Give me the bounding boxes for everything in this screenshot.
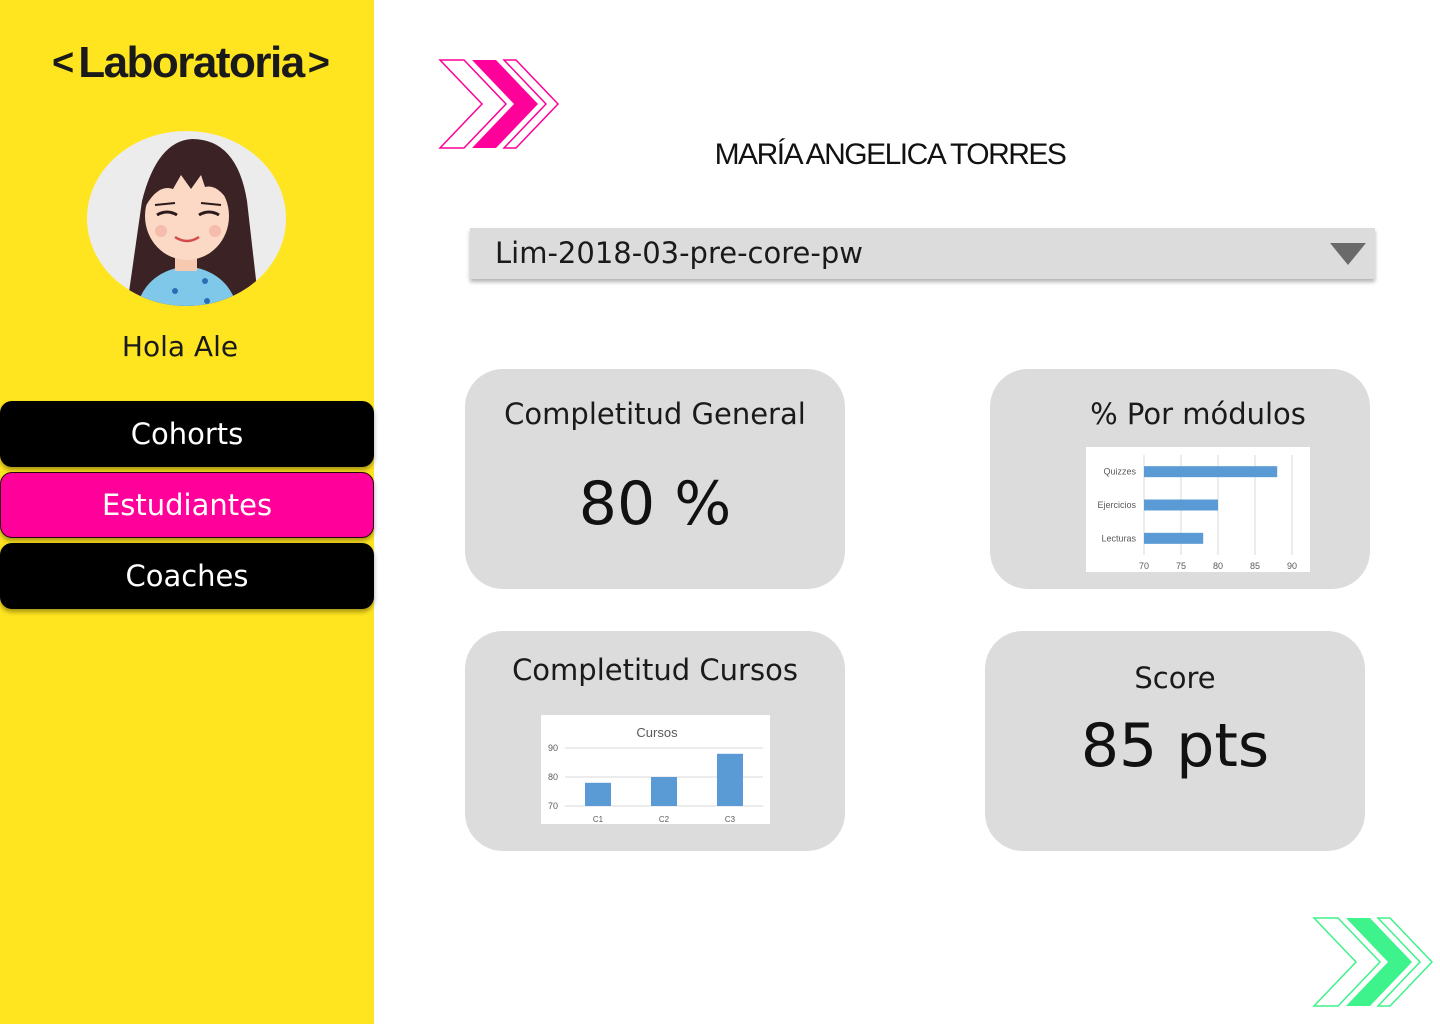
bar — [585, 782, 611, 806]
x-tick-label: 70 — [1139, 561, 1149, 571]
bar — [717, 753, 743, 806]
bar — [1144, 532, 1204, 544]
triangle-down-icon[interactable] — [1329, 242, 1367, 270]
nav-coaches-button[interactable]: Coaches — [0, 543, 374, 609]
nav-estudiantes-label: Estudiantes — [101, 488, 273, 522]
x-tick-label: 80 — [1213, 561, 1223, 571]
avatar-illustration — [127, 139, 259, 306]
logo-bracket-left: < — [52, 41, 75, 84]
student-name: MARÍA ANGELICA TORRES — [714, 138, 1067, 171]
card-title: Completitud Cursos — [512, 653, 798, 687]
logo-bracket-right: > — [307, 41, 330, 84]
nav-cohorts-button[interactable]: Cohorts — [0, 401, 374, 467]
bar — [1144, 466, 1278, 478]
logo-text: Laboratoria — [78, 38, 305, 87]
nav-estudiantes-button[interactable]: Estudiantes — [0, 472, 374, 538]
card-title: Completitud General — [504, 397, 806, 431]
modules-chart-svg: 70 75 80 85 90 Quizzes Ejercicios Lecturas — [1097, 455, 1297, 571]
x-category-label: C1 — [593, 815, 604, 824]
greeting-text: Hola Ale — [121, 330, 239, 363]
y-tick-label: 90 — [548, 743, 558, 753]
card-value: 85 pts — [1080, 711, 1270, 781]
modules-card: % Por módulos 70 75 80 85 90 Quizzes Ejercicio… — [990, 369, 1370, 589]
green-chevrons-icon — [1310, 916, 1436, 1012]
x-category-label: C3 — [725, 815, 736, 824]
y-tick-label: 70 — [548, 801, 558, 811]
modules-chart: 70 75 80 85 90 Quizzes Ejercicios Lecturas — [1086, 447, 1310, 572]
nav-coaches-label: Coaches — [125, 559, 249, 593]
bar — [1144, 499, 1218, 511]
y-category-label: Quizzes — [1103, 467, 1136, 477]
x-tick-label: 90 — [1287, 561, 1297, 571]
card-value: 80 % — [578, 469, 732, 539]
cohort-select[interactable]: Lim-2018-03-pre-core-pw — [470, 228, 1375, 279]
laboratoria-logo[interactable]: < Laboratoria > — [48, 38, 338, 88]
sidebar: < Laboratoria > — [0, 0, 374, 1024]
general-completion-card: Completitud General 80 % — [465, 369, 845, 589]
courses-chart-svg: Cursos 70 80 90 C1 C2 C3 — [548, 725, 763, 824]
bar — [651, 777, 677, 806]
y-category-label: Ejercicios — [1097, 500, 1136, 510]
x-tick-label: 85 — [1250, 561, 1260, 571]
avatar — [87, 131, 286, 306]
chart-title: Cursos — [636, 725, 678, 740]
x-category-label: C2 — [659, 815, 670, 824]
nav-cohorts-label: Cohorts — [130, 417, 244, 451]
courses-card: Completitud Cursos Cursos 70 80 90 C1 C2 C3 — [465, 631, 845, 851]
courses-chart: Cursos 70 80 90 C1 C2 C3 — [541, 715, 770, 824]
pink-chevrons-icon — [436, 58, 562, 154]
score-card: Score 85 pts — [985, 631, 1365, 851]
y-category-label: Lecturas — [1101, 533, 1136, 543]
x-tick-label: 75 — [1176, 561, 1186, 571]
card-title: % Por módulos — [1090, 397, 1306, 431]
cohort-select-value: Lim-2018-03-pre-core-pw — [495, 236, 863, 270]
card-title: Score — [1134, 661, 1216, 695]
y-tick-label: 80 — [548, 772, 558, 782]
